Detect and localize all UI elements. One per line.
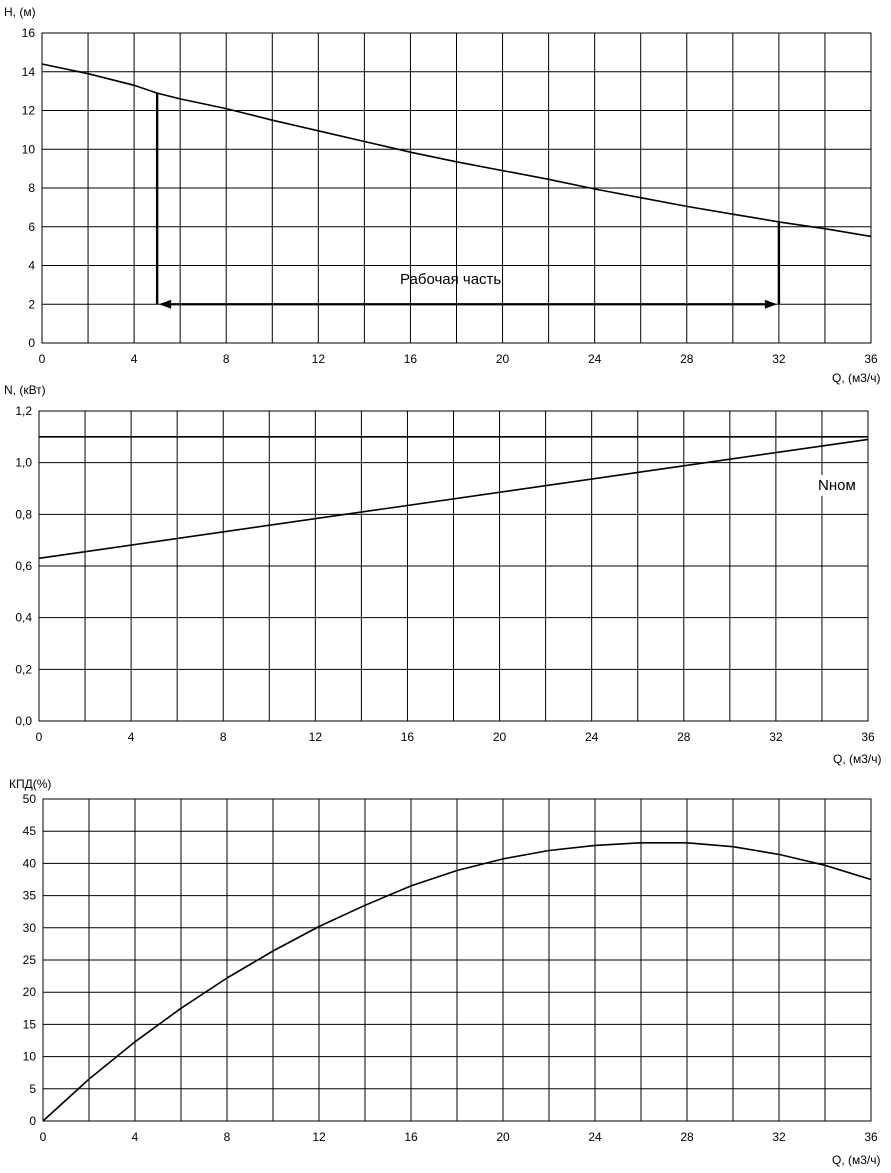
x-tick-label: 16 bbox=[401, 730, 415, 744]
power-x-axis-label: Q, (м3/ч) bbox=[833, 752, 882, 766]
working-range-arrowhead-right bbox=[764, 299, 777, 309]
x-tick-label: 16 bbox=[404, 352, 418, 366]
x-tick-label: 4 bbox=[128, 730, 135, 744]
y-tick-label: 25 bbox=[23, 953, 37, 967]
y-tick-label: 15 bbox=[23, 1017, 37, 1031]
working-range-label: Рабочая часть bbox=[400, 271, 501, 288]
y-tick-label: 0,8 bbox=[15, 507, 32, 521]
x-tick-label: 0 bbox=[40, 1130, 47, 1144]
x-tick-label: 28 bbox=[680, 352, 694, 366]
y-tick-label: 30 bbox=[23, 921, 37, 935]
x-tick-label: 20 bbox=[493, 730, 507, 744]
x-tick-label: 4 bbox=[132, 1130, 139, 1144]
efficiency-x-axis-label: Q, (м3/ч) bbox=[832, 1153, 881, 1167]
x-tick-label: 0 bbox=[39, 352, 46, 366]
x-tick-label: 8 bbox=[223, 352, 230, 366]
x-tick-label: 28 bbox=[677, 730, 691, 744]
x-tick-label: 36 bbox=[864, 352, 878, 366]
y-tick-label: 0,6 bbox=[15, 559, 32, 573]
y-tick-label: 10 bbox=[22, 142, 36, 156]
y-tick-label: 8 bbox=[28, 181, 35, 195]
x-tick-label: 12 bbox=[309, 730, 323, 744]
y-tick-label: 0 bbox=[28, 336, 35, 350]
y-tick-label: 45 bbox=[23, 824, 37, 838]
y-tick-label: 4 bbox=[28, 259, 35, 273]
x-tick-label: 24 bbox=[588, 352, 602, 366]
y-tick-label: 0,2 bbox=[15, 662, 32, 676]
working-range-arrowhead-left bbox=[159, 299, 172, 309]
power-y-axis-label: N, (кВт) bbox=[4, 383, 46, 397]
efficiency-y-axis-label: КПД(%) bbox=[9, 777, 51, 791]
y-tick-label: 14 bbox=[22, 65, 36, 79]
series-line-1 bbox=[42, 841, 872, 1122]
gridlines bbox=[41, 32, 872, 344]
x-tick-label: 32 bbox=[772, 352, 786, 366]
y-tick-label: 12 bbox=[22, 104, 36, 118]
y-tick-label: 0,0 bbox=[15, 714, 32, 728]
efficiency-chart: КПД(%) Q, (м3/ч) 0 4 8 12 16 20 24 28 32 36 0 5 10 15… bbox=[9, 777, 881, 1167]
x-tick-label: 4 bbox=[131, 352, 138, 366]
y-tick-label: 1,0 bbox=[15, 456, 32, 470]
x-tick-label: 0 bbox=[36, 730, 43, 744]
head-chart: H, (м) Q, (м3/ч) 0 4 8 12 16 20 24 28 32 36024681… bbox=[4, 5, 881, 385]
y-tick-label: 50 bbox=[23, 792, 37, 806]
head-x-axis-label: Q, (м3/ч) bbox=[832, 371, 881, 385]
y-tick-label: 0,4 bbox=[15, 611, 32, 625]
x-tick-label: 12 bbox=[312, 352, 326, 366]
y-tick-label: 6 bbox=[28, 220, 35, 234]
y-tick-label: 2 bbox=[28, 297, 35, 311]
x-tick-label: 36 bbox=[864, 1130, 878, 1144]
y-tick-label: 16 bbox=[22, 26, 36, 40]
y-tick-label: 0 bbox=[29, 1114, 36, 1128]
x-tick-label: 32 bbox=[772, 1130, 786, 1144]
x-tick-label: 28 bbox=[680, 1130, 694, 1144]
y-tick-label: 10 bbox=[23, 1050, 37, 1064]
series-line-1 bbox=[41, 63, 872, 238]
plot-frame bbox=[42, 798, 872, 1122]
series-line-1 bbox=[38, 438, 869, 560]
x-tick-label: 36 bbox=[861, 730, 875, 744]
x-tick-label: 24 bbox=[588, 1130, 602, 1144]
x-tick-label: 20 bbox=[496, 352, 510, 366]
head-y-axis-label: H, (м) bbox=[4, 5, 36, 19]
plot-frame bbox=[38, 410, 869, 722]
plot-frame bbox=[41, 32, 872, 344]
gridlines bbox=[42, 798, 872, 1122]
x-tick-label: 24 bbox=[585, 730, 599, 744]
nominal-power-label: Nном bbox=[818, 477, 856, 494]
x-tick-label: 12 bbox=[312, 1130, 326, 1144]
y-tick-label: 40 bbox=[23, 856, 37, 870]
nominal-power-label-background bbox=[815, 475, 859, 496]
power-chart: N, (кВт) Q, (м3/ч) 0 4 8 12 16 20 24 28 32 36 0,0 0… bbox=[4, 383, 882, 766]
x-tick-label: 32 bbox=[769, 730, 783, 744]
y-tick-label: 5 bbox=[29, 1082, 36, 1096]
x-tick-label: 20 bbox=[496, 1130, 510, 1144]
y-tick-label: 1,2 bbox=[15, 404, 32, 418]
y-tick-label: 35 bbox=[23, 889, 37, 903]
working-range-label-background bbox=[394, 268, 508, 291]
x-tick-label: 8 bbox=[220, 730, 227, 744]
x-tick-label: 8 bbox=[224, 1130, 231, 1144]
y-tick-label: 20 bbox=[23, 985, 37, 999]
x-tick-label: 16 bbox=[404, 1130, 418, 1144]
